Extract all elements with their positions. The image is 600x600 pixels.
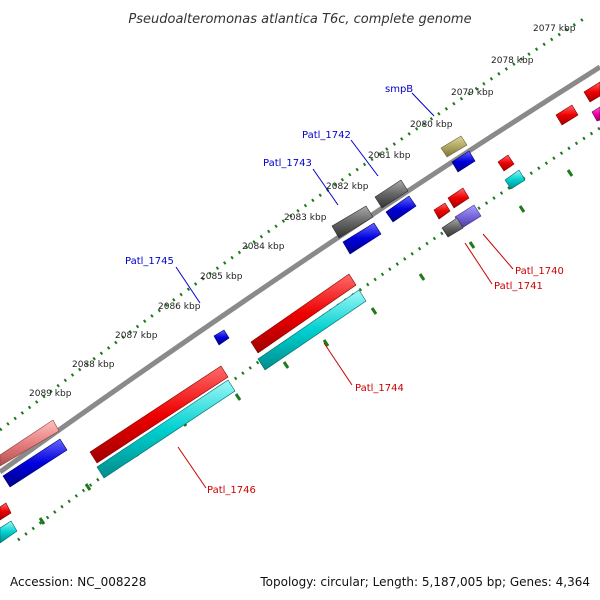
tick-label: 2082 kbp <box>326 182 369 192</box>
tick-label: 2089 kbp <box>29 389 72 399</box>
gene-red-2077[interactable] <box>555 104 579 126</box>
gene-label-Patl_1741: Patl_1741 <box>494 281 543 292</box>
tick-label: 2080 kbp <box>410 120 453 130</box>
tick-label: 2078 kbp <box>491 56 534 66</box>
accession-text: Accession: NC_008228 <box>10 575 146 589</box>
gene-Patl_1746[interactable] <box>96 379 236 479</box>
gene-red-2079[interactable] <box>447 187 470 209</box>
inner-major-ticks <box>38 169 574 525</box>
gene-magenta-edge[interactable] <box>591 106 600 122</box>
gene-Patl_1745[interactable] <box>213 329 230 346</box>
gene-label-Patl_1745: Patl_1745 <box>125 256 174 267</box>
tick-label: 2079 kbp <box>451 88 494 98</box>
gene-blue-2089[interactable] <box>2 438 68 488</box>
gene-Patl_1743[interactable] <box>331 205 374 239</box>
tick-label: 2086 kbp <box>158 302 201 312</box>
leader-Patl_1742 <box>350 139 379 177</box>
leader-Patl_1744 <box>323 342 353 386</box>
leader-Patl_1745 <box>175 266 201 304</box>
gene-red-2087[interactable] <box>89 365 229 464</box>
gene-red-2085[interactable] <box>250 273 357 354</box>
gene-red-edge[interactable] <box>583 81 600 103</box>
gene-label-smpB: smpB <box>385 84 413 95</box>
leader-Patl_1741 <box>464 242 493 285</box>
genome-backbone <box>0 64 600 475</box>
gene-label-Patl_1746: Patl_1746 <box>207 485 256 496</box>
gene-red-edge-lower[interactable] <box>0 502 12 521</box>
gene-blue-2080[interactable] <box>451 150 476 173</box>
leader-Patl_1746 <box>177 446 207 489</box>
tick-label: 2085 kbp <box>200 272 243 282</box>
tick-label: 2087 kbp <box>115 331 158 341</box>
gene-cyan-2078[interactable] <box>504 169 526 190</box>
tick-label: 2077 kbp <box>533 24 576 34</box>
gene-pink-2089[interactable] <box>0 419 60 467</box>
gene-red-2080b[interactable] <box>433 202 451 220</box>
gene-Patl_1744[interactable] <box>257 289 367 371</box>
leader-Patl_1740 <box>482 233 514 270</box>
gene-Patl_1742[interactable] <box>374 179 409 209</box>
genome-summary-text: Topology: circular; Length: 5,187,005 bp… <box>259 575 590 589</box>
gene-smpB[interactable] <box>440 135 468 158</box>
gene-label-Patl_1742: Patl_1742 <box>302 130 351 141</box>
tick-label: 2083 kbp <box>284 213 327 223</box>
leader-smpB <box>411 92 435 117</box>
gene-blue-2081[interactable] <box>385 195 417 223</box>
map-title: Pseudoalteromonas atlantica T6c, complet… <box>128 12 471 27</box>
tick-label: 2084 kbp <box>242 242 285 252</box>
gene-red-2078[interactable] <box>497 154 515 172</box>
gene-label-Patl_1744: Patl_1744 <box>355 383 404 394</box>
gene-label-Patl_1743: Patl_1743 <box>263 158 312 169</box>
tick-label: 2081 kbp <box>368 151 411 161</box>
gene-cyan-edge-lower[interactable] <box>0 520 18 544</box>
tick-label: 2088 kbp <box>72 360 115 370</box>
gene-label-Patl_1740: Patl_1740 <box>515 266 564 277</box>
gene-Patl_1741[interactable] <box>441 217 464 238</box>
leader-Patl_1743 <box>312 168 339 206</box>
gene-blue-2083[interactable] <box>342 222 382 255</box>
